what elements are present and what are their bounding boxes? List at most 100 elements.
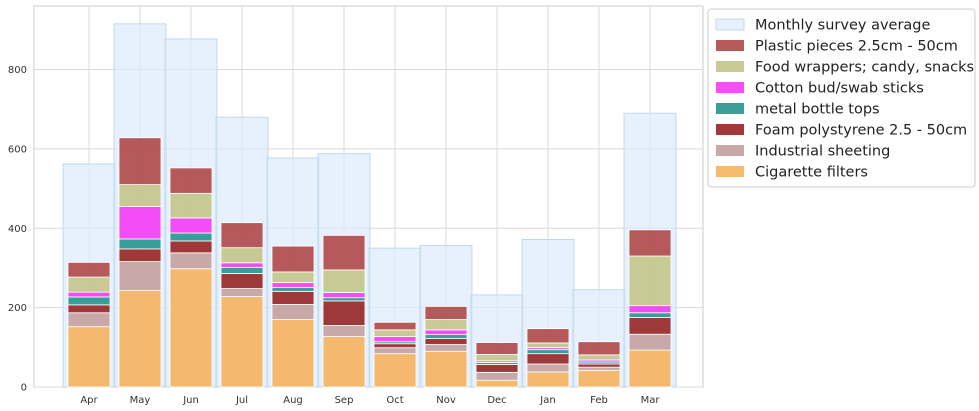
bar-industrial-sheeting-sep	[322, 325, 366, 337]
bar-foam-polystyrene-2-5-50cm-nov	[424, 338, 468, 345]
x-tick-label: Jan	[539, 395, 555, 406]
bar-foam-polystyrene-2-5-50cm-mar	[628, 317, 672, 335]
x-tick-label: Jun	[182, 395, 199, 406]
bar-cotton-bud-swab-sticks-sep	[322, 292, 366, 299]
bar-cotton-bud-swab-sticks-oct	[373, 336, 417, 343]
y-tick-label: 0	[21, 383, 27, 394]
x-tick-label: Feb	[590, 395, 608, 406]
x-axis-ticks: Apr May Jun Jul Aug Sep Oct Nov Dec Jan Feb Mar	[80, 395, 660, 406]
bar-industrial-sheeting-apr	[67, 312, 111, 328]
bar-plastic-pieces-2-5cm-50cm-jun	[169, 167, 213, 194]
legend-label-foam-polystyrene-2-5-50cm: Foam polystyrene 2.5 - 50cm	[755, 123, 967, 139]
plot-area: 0 200 400 600 800 Apr May Jun Jul Aug Sep Oct Nov De…	[8, 5, 704, 406]
x-tick-label: Sep	[335, 395, 354, 406]
bar-metal-bottle-tops-nov	[424, 334, 468, 339]
legend-swatch-foam-polystyrene-2-5-50cm	[716, 124, 744, 135]
y-tick-label: 200	[8, 303, 27, 314]
bar-cigarette-filters-oct	[373, 353, 417, 388]
bar-plastic-pieces-2-5cm-50cm-may	[118, 137, 162, 185]
legend-label-metal-bottle-tops: metal bottle tops	[755, 102, 880, 118]
legend-swatch-cigarette-filters	[716, 166, 744, 177]
legend-label-food-wrappers-candy-snacks: Food wrappers; candy, snacks	[755, 60, 974, 76]
legend-swatch-metal-bottle-tops	[716, 103, 744, 114]
legend-label-cotton-bud-swab-sticks: Cotton bud/swab sticks	[755, 81, 924, 97]
bar-foam-polystyrene-2-5-50cm-jul	[220, 273, 264, 289]
bar-plastic-pieces-2-5cm-50cm-dec	[475, 342, 519, 355]
legend-swatch-plastic-pieces-2-5cm-50cm	[716, 40, 744, 51]
bar-industrial-sheeting-jan	[526, 363, 570, 373]
bar-metal-bottle-tops-jul	[220, 267, 264, 274]
legend-swatch-monthly-survey-average	[715, 18, 745, 31]
bar-plastic-pieces-2-5cm-50cm-nov	[424, 306, 468, 320]
bar-food-wrappers-candy-snacks-jun	[169, 192, 213, 219]
bar-food-wrappers-candy-snacks-feb	[577, 354, 621, 361]
bar-cigarette-filters-nov	[424, 350, 468, 388]
bar-food-wrappers-candy-snacks-sep	[322, 269, 366, 293]
bar-cigarette-filters-apr	[67, 326, 111, 388]
legend-swatch-industrial-sheeting	[716, 145, 744, 156]
bar-cotton-bud-swab-sticks-jul	[220, 262, 264, 268]
bar-industrial-sheeting-jun	[169, 252, 213, 270]
bar-industrial-sheeting-oct	[373, 347, 417, 355]
bar-plastic-pieces-2-5cm-50cm-oct	[373, 321, 417, 331]
bar-cigarette-filters-jan	[526, 371, 570, 388]
bar-metal-bottle-tops-sep	[322, 297, 366, 302]
bar-industrial-sheeting-jul	[220, 288, 264, 297]
bar-cigarette-filters-sep	[322, 336, 366, 388]
bar-foam-polystyrene-2-5-50cm-oct	[373, 343, 417, 349]
bar-food-wrappers-candy-snacks-dec	[475, 354, 519, 362]
bar-industrial-sheeting-may	[118, 261, 162, 291]
bar-food-wrappers-candy-snacks-oct	[373, 329, 417, 337]
bar-plastic-pieces-2-5cm-50cm-sep	[322, 234, 366, 271]
bar-metal-bottle-tops-mar	[628, 312, 672, 318]
bar-cigarette-filters-jul	[220, 296, 264, 388]
bar-cigarette-filters-mar	[628, 349, 672, 388]
bar-cigarette-filters-aug	[271, 319, 315, 388]
bar-foam-polystyrene-2-5-50cm-jan	[526, 353, 570, 365]
x-tick-label: Apr	[80, 395, 98, 406]
bar-foam-polystyrene-2-5-50cm-feb	[577, 363, 621, 368]
bar-cotton-bud-swab-sticks-may	[118, 206, 162, 240]
bar-metal-bottle-tops-jan	[526, 349, 570, 355]
bar-cotton-bud-swab-sticks-nov	[424, 329, 468, 336]
legend-swatch-cotton-bud-swab-sticks	[716, 82, 744, 93]
bar-industrial-sheeting-nov	[424, 344, 468, 352]
bar-metal-bottle-tops-aug	[271, 286, 315, 292]
bar-industrial-sheeting-feb	[577, 366, 621, 371]
bar-cotton-bud-swab-sticks-apr	[67, 291, 111, 298]
bar-plastic-pieces-2-5cm-50cm-feb	[577, 341, 621, 356]
bar-foam-polystyrene-2-5-50cm-apr	[67, 304, 111, 314]
x-tick-label: Oct	[386, 395, 403, 406]
bar-foam-polystyrene-2-5-50cm-may	[118, 248, 162, 262]
legend: Monthly survey average Plastic pieces 2.5…	[707, 8, 976, 188]
bar-food-wrappers-candy-snacks-may	[118, 184, 162, 207]
x-tick-label: May	[130, 395, 151, 406]
bar-cigarette-filters-dec	[475, 379, 519, 388]
bar-plastic-pieces-2-5cm-50cm-jul	[220, 222, 264, 249]
bar-metal-bottle-tops-may	[118, 238, 162, 250]
x-tick-label: Mar	[641, 395, 661, 406]
bar-industrial-sheeting-mar	[628, 333, 672, 351]
bar-cigarette-filters-jun	[169, 268, 213, 388]
y-tick-label: 800	[8, 65, 27, 76]
legend-swatch-food-wrappers-candy-snacks	[716, 61, 744, 72]
bar-food-wrappers-candy-snacks-aug	[271, 271, 315, 284]
bar-metal-bottle-tops-jun	[169, 232, 213, 242]
x-tick-label: Jul	[235, 395, 248, 406]
legend-items: Monthly survey average Plastic pieces 2.5…	[715, 18, 974, 181]
stacked-bars	[67, 137, 672, 388]
bar-industrial-sheeting-aug	[271, 304, 315, 320]
bar-cigarette-filters-feb	[577, 369, 621, 388]
x-tick-label: Nov	[436, 395, 456, 406]
legend-label-monthly-survey-average: Monthly survey average	[755, 18, 931, 34]
bar-food-wrappers-candy-snacks-jul	[220, 247, 264, 264]
bar-plastic-pieces-2-5cm-50cm-apr	[67, 261, 111, 278]
bar-cotton-bud-swab-sticks-mar	[628, 305, 672, 314]
y-tick-label: 400	[8, 224, 27, 235]
bar-food-wrappers-candy-snacks-apr	[67, 276, 111, 293]
bar-food-wrappers-candy-snacks-jan	[526, 342, 570, 349]
bar-plastic-pieces-2-5cm-50cm-mar	[628, 229, 672, 257]
bar-cigarette-filters-may	[118, 290, 162, 388]
legend-label-cigarette-filters: Cigarette filters	[755, 165, 868, 181]
